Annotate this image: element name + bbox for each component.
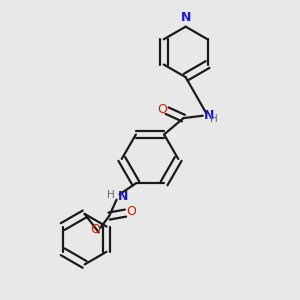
Text: H: H [210,114,218,124]
Text: N: N [204,109,214,122]
Text: N: N [181,11,191,24]
Text: N: N [118,190,128,203]
Text: H: H [107,190,115,200]
Text: O: O [90,223,100,236]
Text: O: O [126,205,136,218]
Text: O: O [157,103,167,116]
